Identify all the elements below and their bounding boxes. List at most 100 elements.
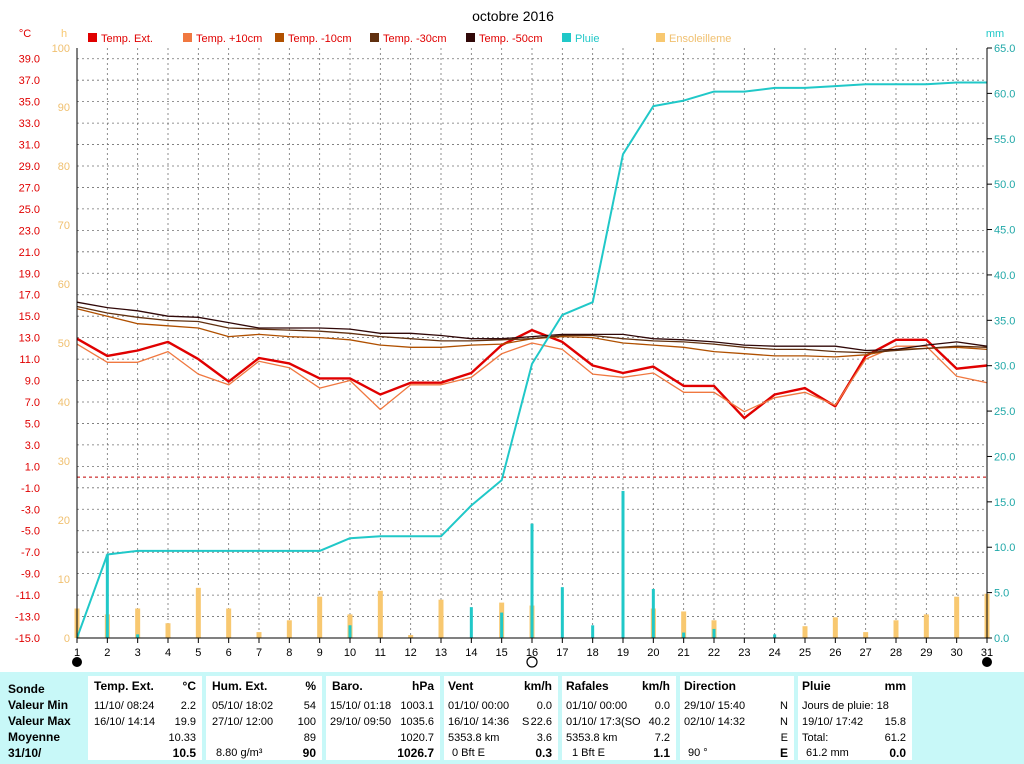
vent-max-date: 16/10/ 14:36 xyxy=(448,716,510,728)
pluie-max-value: 15.8 xyxy=(884,716,906,728)
rain-bar xyxy=(348,625,352,638)
rafales-min-value: 0.0 xyxy=(654,700,670,712)
sunshine-bar xyxy=(923,614,929,638)
temp-title: Temp. Ext. xyxy=(94,679,154,693)
legend-swatch xyxy=(88,33,97,42)
panel-baro: Baro. hPa 15/10/ 01:18 1003.1 29/10/ 09:… xyxy=(326,676,440,760)
vent-beaufort: 0 Bft E xyxy=(452,747,486,759)
baro-moy: 1020.7 xyxy=(400,732,434,744)
x-tick-label: 29 xyxy=(920,647,932,659)
baro-max-value: 1035.6 xyxy=(400,716,434,728)
rafales-current: 1.1 xyxy=(653,746,670,760)
x-tick-label: 4 xyxy=(165,647,171,659)
rafales-distance: 5353.8 km xyxy=(566,732,618,744)
sunshine-bar xyxy=(408,635,414,638)
baro-min-value: 1003.1 xyxy=(400,700,434,712)
y-sun-unit: h xyxy=(61,28,67,40)
x-tick-label: 26 xyxy=(829,647,841,659)
rafales-beaufort: 1 Bft E xyxy=(572,747,606,759)
hum-current: 90 xyxy=(302,746,316,760)
label-sonde: Sonde xyxy=(8,682,45,696)
rain-bar xyxy=(500,612,504,638)
legend-label: Temp. +10cm xyxy=(196,33,262,45)
rain-bar xyxy=(712,628,716,638)
rafales-title: Rafales xyxy=(566,679,609,693)
dir-max-value: N xyxy=(780,716,788,728)
legend-swatch xyxy=(656,33,665,42)
pluie-max-date: 19/10/ 17:42 xyxy=(802,716,864,728)
hum-max-value: 100 xyxy=(297,716,316,728)
y-left-unit: °C xyxy=(19,28,31,40)
sunshine-bar xyxy=(863,632,869,638)
temp-max-value: 19.9 xyxy=(174,716,196,728)
y-left-tick-label: 37.0 xyxy=(19,75,40,87)
label-max: Valeur Max xyxy=(8,714,71,728)
dir-min-value: N xyxy=(780,700,788,712)
dir-current: E xyxy=(779,746,788,760)
vent-min-value: 0.0 xyxy=(536,700,552,712)
rain-bar xyxy=(136,634,140,638)
y-left-tick-label: 17.0 xyxy=(19,290,40,302)
x-tick-label: 11 xyxy=(375,647,386,659)
y-left-tick-label: 19.0 xyxy=(19,268,40,280)
legend-swatch xyxy=(562,33,571,42)
panel-vent: Vent km/h 01/10/ 00:00 0.0 16/10/ 14:36 … xyxy=(444,676,558,760)
rain-bar xyxy=(469,607,473,638)
y-left-tick-label: 39.0 xyxy=(19,54,40,66)
new-moon-marker-end xyxy=(982,657,992,667)
sunshine-bar xyxy=(195,587,201,638)
baro-current: 1026.7 xyxy=(397,746,434,760)
series-line xyxy=(76,305,988,354)
rain-bar xyxy=(530,523,534,638)
x-tick-label: 30 xyxy=(951,647,963,659)
y-sun-tick-label: 20 xyxy=(58,515,70,527)
x-tick-label: 17 xyxy=(556,647,568,659)
temp-current: 10.5 xyxy=(172,746,196,760)
rain-bar xyxy=(682,632,686,638)
legend: Temp. Ext. Temp. +10cm Temp. -10cm Temp. -3… xyxy=(88,33,731,45)
y-sun-tick-label: 100 xyxy=(52,43,70,55)
hum-min-value: 54 xyxy=(303,700,316,712)
x-tick-label: 25 xyxy=(799,647,811,659)
sunshine-bar xyxy=(135,608,141,638)
y-left-tick-label: -9.0 xyxy=(21,569,40,581)
hum-min-date: 05/10/ 18:02 xyxy=(212,700,274,712)
legend-label: Ensoleilleme xyxy=(669,33,731,45)
sunshine-bar xyxy=(165,623,171,638)
rafales-min-date: 01/10/ 00:00 xyxy=(566,700,628,712)
y-right-unit: mm xyxy=(986,28,1004,40)
y-left-tick-label: 1.0 xyxy=(25,461,40,473)
label-min: Valeur Min xyxy=(8,698,69,712)
y-right-tick-label: 10.0 xyxy=(994,542,1015,554)
panel-hum: Hum. Ext. % 05/10/ 18:02 54 27/10/ 12:00… xyxy=(206,676,322,760)
rafales-max-date: 01/10/ 17:3(SO xyxy=(566,716,641,728)
y-left-tick-label: -1.0 xyxy=(21,483,40,495)
dir-moy: E xyxy=(780,732,788,744)
rafales-moy: 7.2 xyxy=(654,732,670,744)
y-left-tick-label: -3.0 xyxy=(21,504,40,516)
dir-min-date: 29/10/ 15:40 xyxy=(684,700,746,712)
legend-label: Temp. -30cm xyxy=(383,33,447,45)
sunshine-bar xyxy=(226,608,232,638)
x-tick-label: 10 xyxy=(344,647,356,659)
rain-bar xyxy=(591,625,595,638)
y-right-tick-label: 25.0 xyxy=(994,406,1015,418)
y-sun-tick-label: 60 xyxy=(58,279,70,291)
y-sun-tick-label: 80 xyxy=(58,161,70,173)
dir-title: Direction xyxy=(684,679,737,693)
vent-min-date: 01/10/ 00:00 xyxy=(448,700,510,712)
hum-moy: 89 xyxy=(303,732,316,744)
weather-chart: octobre 2016 °C h mm Temp. Ext. Temp. +10… xyxy=(15,8,1015,668)
x-tick-label: 23 xyxy=(738,647,750,659)
legend-swatch xyxy=(466,33,475,42)
full-moon-marker xyxy=(526,656,538,668)
series-line xyxy=(76,328,988,420)
y-left-tick-label: 21.0 xyxy=(19,247,40,259)
day-markers xyxy=(72,656,992,668)
y-right-tick-label: 65.0 xyxy=(994,43,1015,55)
sunshine-bar xyxy=(256,632,262,638)
rafales-max-value: 40.2 xyxy=(648,716,670,728)
x-tick-label: 21 xyxy=(678,647,690,659)
sunshine-bar xyxy=(681,611,687,638)
temp-min-date: 11/10/ 08:24 xyxy=(94,700,155,712)
